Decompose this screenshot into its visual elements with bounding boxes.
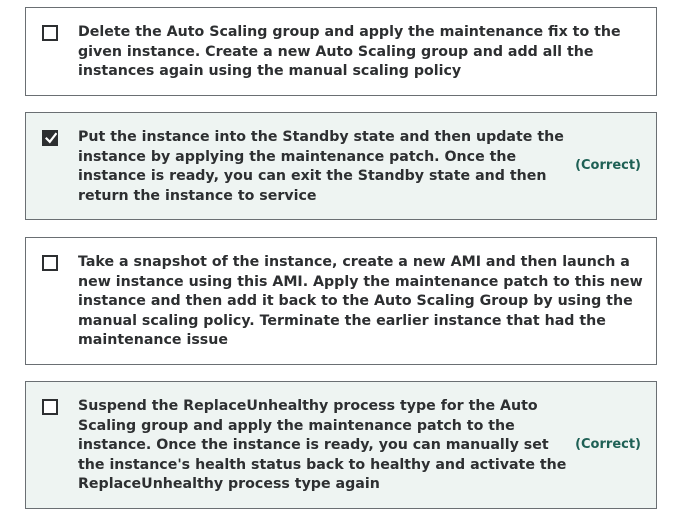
check-icon	[45, 132, 57, 144]
option-1-text: Delete the Auto Scaling group and apply …	[78, 24, 621, 79]
option-4-text: Suspend the ReplaceUnhealthy process typ…	[78, 398, 567, 492]
option-4-checkbox[interactable]	[42, 399, 58, 415]
option-4-correct-label: (Correct)	[575, 437, 641, 452]
option-2-text: Put the instance into the Standby state …	[78, 129, 564, 204]
option-2-checkbox[interactable]	[42, 130, 58, 146]
option-3-text: Take a snapshot of the instance, create …	[78, 254, 643, 348]
answer-option-2[interactable]: Put the instance into the Standby state …	[25, 112, 657, 220]
answer-option-1[interactable]: Delete the Auto Scaling group and apply …	[25, 7, 657, 96]
option-1-checkbox[interactable]	[42, 25, 58, 41]
option-2-correct-label: (Correct)	[575, 158, 641, 173]
answer-option-4[interactable]: Suspend the ReplaceUnhealthy process typ…	[25, 381, 657, 509]
option-3-checkbox[interactable]	[42, 255, 58, 271]
answer-option-3[interactable]: Take a snapshot of the instance, create …	[25, 237, 657, 365]
